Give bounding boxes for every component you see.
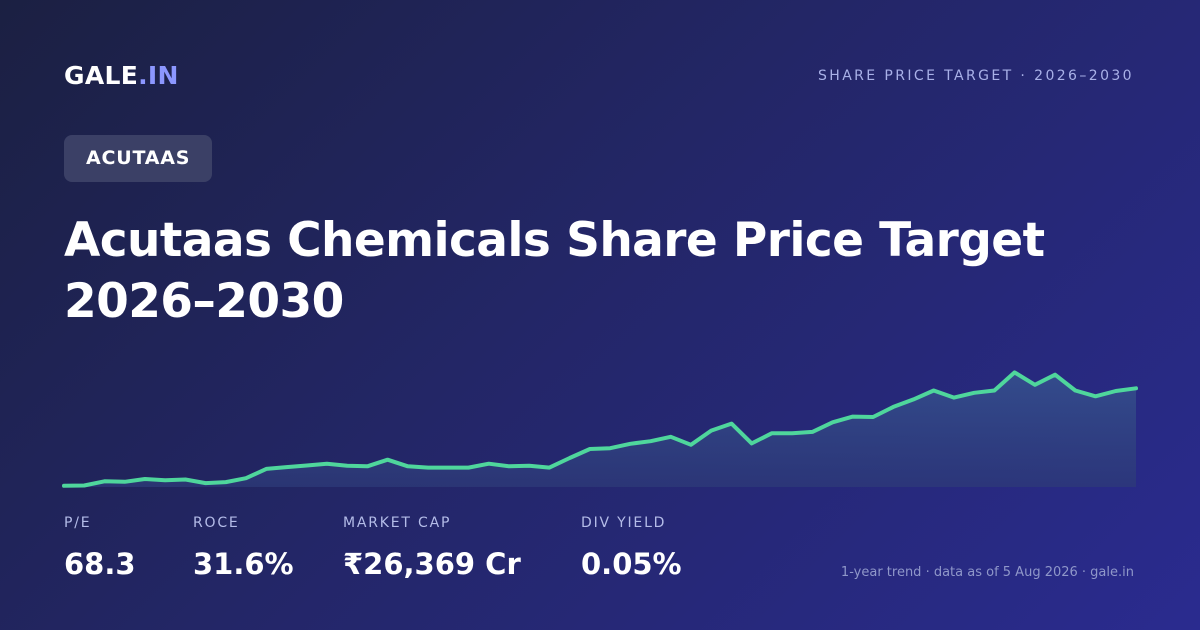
data-footnote: 1-year trend · data as of 5 Aug 2026 · g… [840, 565, 1134, 580]
stat-pe: P/E 68.3 [64, 514, 136, 582]
brand-suffix: .IN [138, 61, 179, 90]
stat-roce: ROCE 31.6% [193, 514, 294, 582]
stat-label: ROCE [193, 515, 240, 531]
stat-div-yield: DIV YIELD 0.05% [581, 514, 682, 582]
ticker-badge: ACUTAAS [64, 135, 213, 182]
stat-value: 31.6% [193, 547, 294, 581]
trend-line [62, 370, 1138, 488]
stat-label: DIV YIELD [581, 515, 667, 531]
header-tagline: SHARE PRICE TARGET · 2026–2030 [817, 68, 1134, 84]
stat-label: MARKET CAP [343, 515, 452, 531]
brand-logo[interactable]: GALE.IN [64, 60, 179, 92]
page-title: Acutaas Chemicals Share Price Target 202… [64, 213, 1045, 329]
stat-value: 0.05% [581, 547, 682, 581]
stat-value: 68.3 [64, 547, 136, 581]
trend-area [64, 372, 1136, 487]
stat-label: P/E [64, 515, 92, 531]
stat-market-cap: MARKET CAP ₹26,369 Cr [343, 514, 521, 582]
brand-name: GALE [64, 61, 139, 90]
stat-value: ₹26,369 Cr [343, 547, 521, 581]
